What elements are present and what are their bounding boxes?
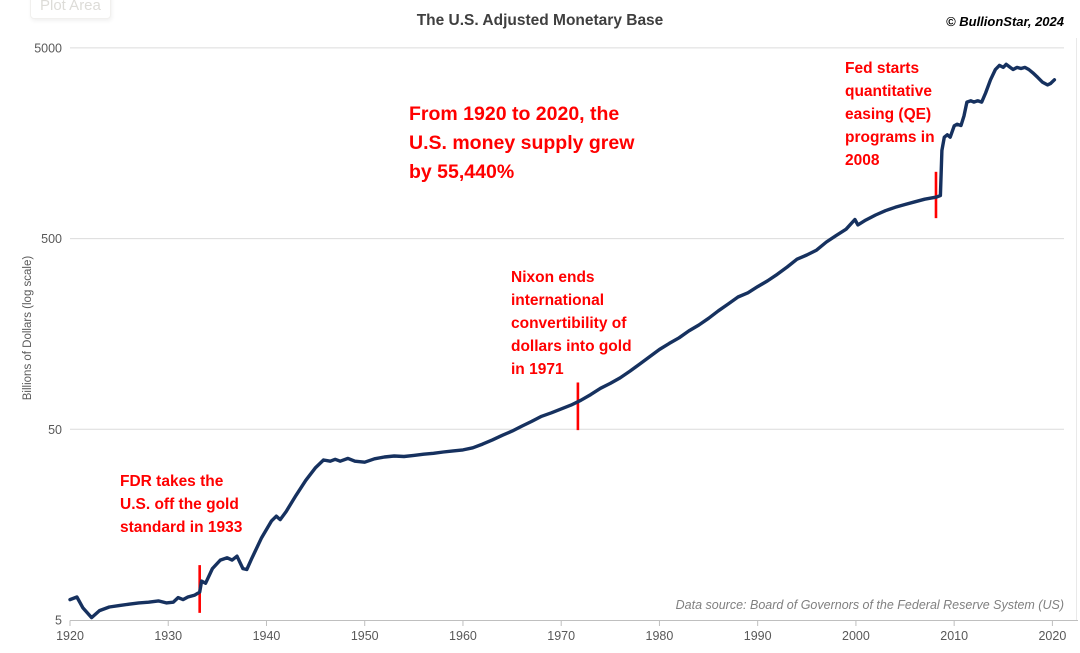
x-tick-label: 1960 [449, 629, 477, 643]
x-tick-label: 1920 [56, 629, 84, 643]
y-tick-label: 5000 [34, 41, 62, 55]
annotation-growth-summary: From 1920 to 2020, the U.S. money supply… [409, 103, 635, 183]
y-tick-label: 5 [55, 614, 62, 628]
annotation-nixon-1971: Nixon ends international convertibility … [511, 269, 632, 378]
plot-area-tooltip: Plot Area [30, 0, 111, 19]
x-tick-label: 2000 [842, 629, 870, 643]
x-tick-label: 1970 [547, 629, 575, 643]
y-tick-label: 50 [48, 423, 62, 437]
data-source-label: Data source: Board of Governors of the F… [675, 598, 1064, 612]
x-tick-label: 2020 [1038, 629, 1066, 643]
y-axis-title: Billions of Dollars (log scale) [22, 255, 34, 401]
x-tick-label: 1930 [154, 629, 182, 643]
annotation-fed-qe-2008: Fed starts quantitative easing (QE) prog… [845, 60, 935, 169]
monetary-base-line [68, 62, 1057, 620]
x-tick-label: 2010 [940, 629, 968, 643]
x-tick-label: 1980 [646, 629, 674, 643]
y-tick-label: 500 [41, 232, 62, 246]
x-tick-label: 1990 [744, 629, 772, 643]
annotation-fdr-1933: FDR takes the U.S. off the gold standard… [120, 473, 243, 536]
copyright-label: © BullionStar, 2024 [946, 14, 1064, 29]
x-tick-label: 1940 [253, 629, 281, 643]
x-tick-label: 1950 [351, 629, 379, 643]
chart-title: The U.S. Adjusted Monetary Base [416, 12, 664, 29]
